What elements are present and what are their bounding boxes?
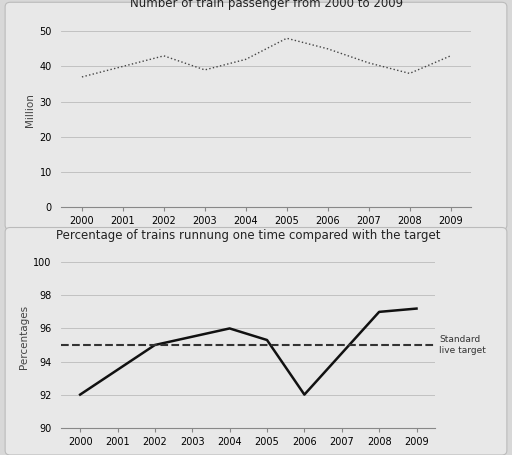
Y-axis label: Million: Million	[25, 93, 35, 127]
Text: Standard
live target: Standard live target	[439, 335, 486, 355]
Y-axis label: Percentages: Percentages	[19, 305, 29, 369]
Title: Percentage of trains runnung one time compared with the target: Percentage of trains runnung one time co…	[56, 229, 440, 242]
Title: Number of train passenger from 2000 to 2009: Number of train passenger from 2000 to 2…	[130, 0, 403, 10]
